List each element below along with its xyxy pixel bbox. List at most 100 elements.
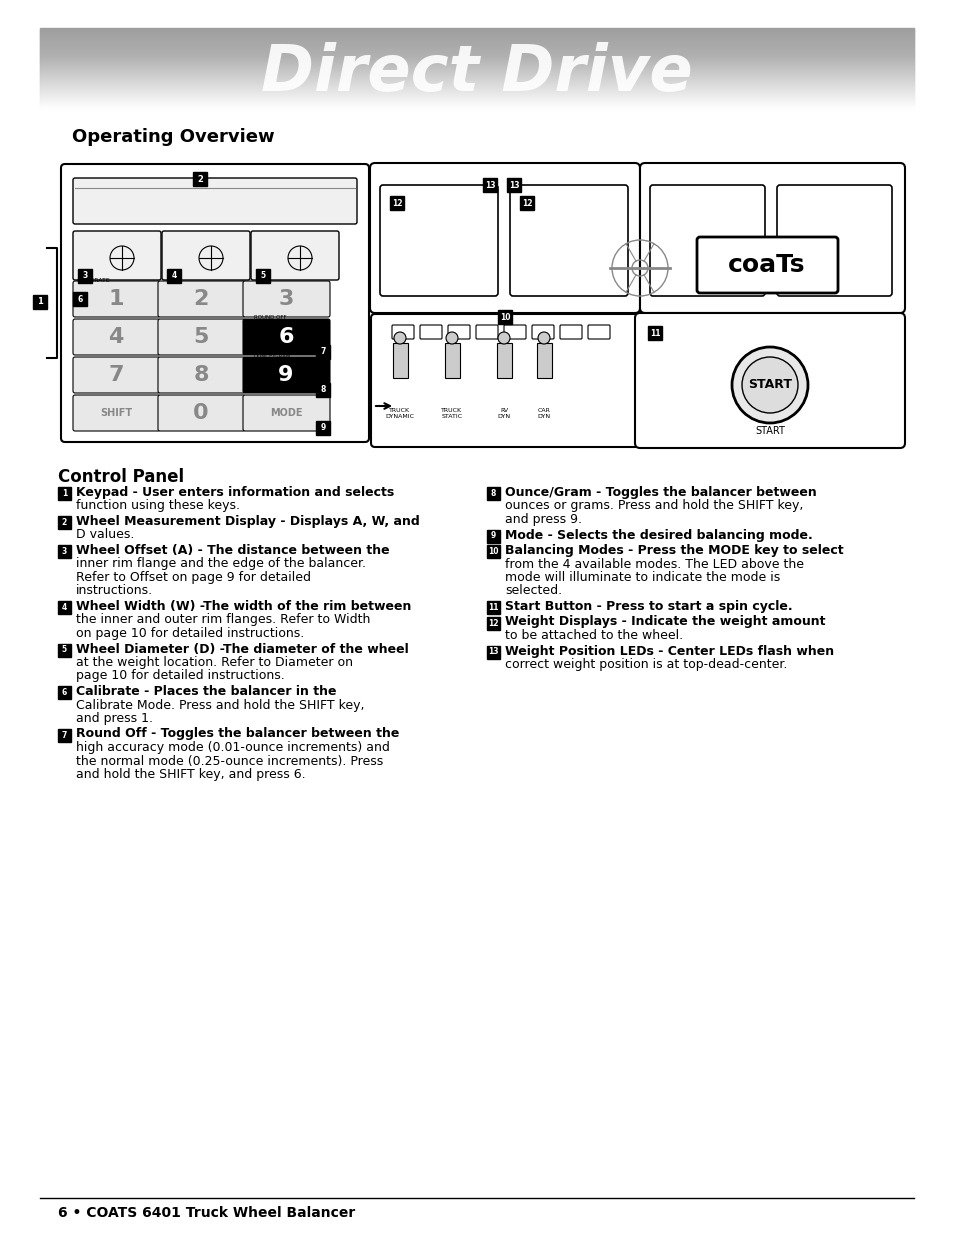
FancyBboxPatch shape — [243, 319, 330, 354]
FancyBboxPatch shape — [243, 357, 330, 393]
Circle shape — [731, 347, 807, 424]
Text: Direct Drive: Direct Drive — [261, 42, 692, 104]
Text: Wheel Measurement Display - Displays A, W, and: Wheel Measurement Display - Displays A, … — [76, 515, 419, 529]
Text: 9: 9 — [491, 531, 496, 541]
Text: 6: 6 — [77, 294, 83, 304]
Text: Operating Overview: Operating Overview — [71, 128, 274, 146]
Bar — [58, 545, 71, 558]
FancyBboxPatch shape — [448, 325, 470, 338]
Text: Weight Position LEDs - Center LEDs flash when: Weight Position LEDs - Center LEDs flash… — [504, 645, 833, 657]
FancyBboxPatch shape — [251, 231, 338, 280]
FancyBboxPatch shape — [243, 395, 330, 431]
Text: the normal mode (0.25-ounce increments). Press: the normal mode (0.25-ounce increments).… — [76, 755, 383, 767]
Text: OUNCE/GRAM: OUNCE/GRAM — [253, 353, 292, 358]
Text: Control Panel: Control Panel — [58, 468, 184, 487]
Text: CALIBRATE: CALIBRATE — [77, 278, 111, 283]
FancyBboxPatch shape — [73, 178, 356, 224]
FancyBboxPatch shape — [243, 282, 330, 317]
FancyBboxPatch shape — [697, 237, 837, 293]
Text: Start Button - Press to start a spin cycle.: Start Button - Press to start a spin cyc… — [504, 600, 792, 613]
Text: MODE: MODE — [270, 408, 302, 417]
FancyBboxPatch shape — [476, 325, 497, 338]
Bar — [390, 196, 403, 210]
FancyBboxPatch shape — [158, 395, 245, 431]
Text: Wheel Width (W) -The width of the rim between: Wheel Width (W) -The width of the rim be… — [76, 600, 411, 613]
Text: 8: 8 — [193, 366, 209, 385]
Text: page 10 for detailed instructions.: page 10 for detailed instructions. — [76, 669, 284, 683]
Text: the inner and outer rim flanges. Refer to Width: the inner and outer rim flanges. Refer t… — [76, 614, 370, 626]
Text: 3: 3 — [62, 547, 67, 556]
Text: 9: 9 — [278, 366, 294, 385]
Bar — [537, 343, 552, 378]
Text: inner rim flange and the edge of the balancer.: inner rim flange and the edge of the bal… — [76, 557, 366, 571]
FancyBboxPatch shape — [73, 395, 160, 431]
Text: TRUCK
DYNAMIC: TRUCK DYNAMIC — [385, 408, 414, 419]
Text: Calibrate Mode. Press and hold the SHIFT key,: Calibrate Mode. Press and hold the SHIFT… — [76, 699, 364, 711]
Circle shape — [537, 332, 550, 345]
Text: START: START — [754, 426, 784, 436]
Text: TRUCK
STATIC: TRUCK STATIC — [441, 408, 462, 419]
FancyBboxPatch shape — [73, 319, 160, 354]
FancyBboxPatch shape — [587, 325, 609, 338]
Circle shape — [446, 332, 457, 345]
Text: Wheel Offset (A) - The distance between the: Wheel Offset (A) - The distance between … — [76, 543, 389, 557]
Text: Mode - Selects the desired balancing mode.: Mode - Selects the desired balancing mod… — [504, 529, 812, 541]
FancyBboxPatch shape — [158, 282, 245, 317]
FancyBboxPatch shape — [503, 325, 525, 338]
Text: 3: 3 — [278, 289, 294, 309]
FancyBboxPatch shape — [419, 325, 441, 338]
Bar — [193, 172, 207, 186]
Bar — [58, 601, 71, 614]
Text: 12: 12 — [392, 199, 402, 207]
Text: coaTs: coaTs — [727, 253, 805, 277]
Text: 8: 8 — [320, 385, 325, 394]
Text: and hold the SHIFT key, and press 6.: and hold the SHIFT key, and press 6. — [76, 768, 305, 781]
Bar — [167, 269, 181, 283]
Bar — [486, 545, 499, 558]
Bar — [78, 269, 91, 283]
Text: 0: 0 — [193, 403, 209, 424]
Bar — [58, 516, 71, 529]
Text: correct weight position is at top-dead-center.: correct weight position is at top-dead-c… — [504, 658, 786, 671]
FancyBboxPatch shape — [559, 325, 581, 338]
Text: ROUND OFF: ROUND OFF — [253, 315, 286, 320]
Text: 13: 13 — [488, 647, 498, 657]
Bar — [486, 530, 499, 542]
Bar — [497, 343, 512, 378]
Text: 10: 10 — [488, 547, 498, 556]
FancyBboxPatch shape — [162, 231, 250, 280]
FancyBboxPatch shape — [73, 282, 160, 317]
Text: 6: 6 — [278, 327, 294, 347]
FancyBboxPatch shape — [61, 164, 369, 442]
Circle shape — [394, 332, 406, 345]
FancyBboxPatch shape — [73, 357, 160, 393]
Text: on page 10 for detailed instructions.: on page 10 for detailed instructions. — [76, 627, 304, 640]
Text: at the weight location. Refer to Diameter on: at the weight location. Refer to Diamete… — [76, 656, 353, 669]
Text: to be attached to the wheel.: to be attached to the wheel. — [504, 629, 682, 642]
FancyBboxPatch shape — [158, 319, 245, 354]
Text: 12: 12 — [521, 199, 532, 207]
Bar — [73, 291, 87, 306]
Text: 11: 11 — [649, 329, 659, 337]
Text: 2: 2 — [197, 174, 203, 184]
Text: 1: 1 — [62, 489, 67, 498]
Text: CAR
DYN: CAR DYN — [537, 408, 550, 419]
Text: RV
DYN: RV DYN — [497, 408, 510, 419]
Text: 13: 13 — [508, 180, 518, 189]
FancyBboxPatch shape — [639, 163, 904, 312]
Bar — [506, 178, 520, 191]
Bar — [33, 295, 47, 309]
Text: 2: 2 — [193, 289, 209, 309]
Text: selected.: selected. — [504, 584, 561, 598]
Text: D values.: D values. — [76, 529, 134, 541]
FancyBboxPatch shape — [73, 231, 161, 280]
Bar — [315, 383, 330, 396]
Text: Balancing Modes - Press the MODE key to select: Balancing Modes - Press the MODE key to … — [504, 543, 842, 557]
Text: 13: 13 — [484, 180, 495, 189]
Text: Keypad - User enters information and selects: Keypad - User enters information and sel… — [76, 487, 394, 499]
Text: 7: 7 — [108, 366, 124, 385]
Text: 6: 6 — [62, 688, 67, 697]
Bar — [486, 646, 499, 658]
Bar — [486, 487, 499, 500]
FancyBboxPatch shape — [776, 185, 891, 296]
